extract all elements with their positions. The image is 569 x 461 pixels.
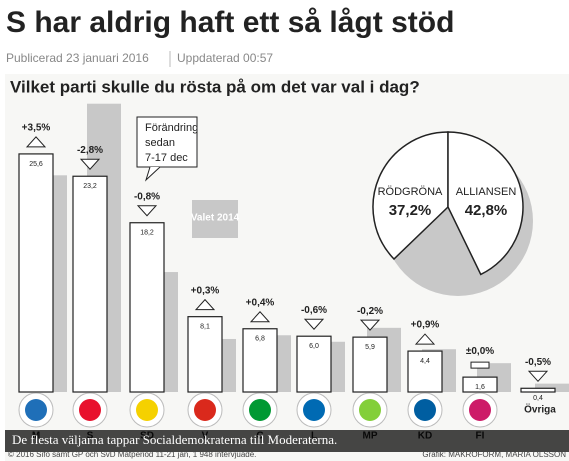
source: © 2016 Sifo samt GP och SvD Mätperiod 11…	[8, 450, 256, 459]
bar	[187, 316, 223, 393]
annotation-box	[136, 116, 198, 168]
change-label: -0,6%	[301, 305, 327, 316]
party-logo-mark	[249, 399, 271, 421]
headline: S har aldrig haft ett så lågt stöd	[6, 6, 454, 39]
bar	[520, 387, 556, 393]
bar	[407, 350, 443, 393]
value-label: 8,1	[200, 324, 210, 331]
bar	[72, 175, 108, 393]
value-label: 0,4	[533, 395, 543, 402]
pie-value: 42,8%	[465, 202, 508, 219]
value-label: 18,2	[140, 230, 154, 237]
legend-label: Valet 2014	[191, 213, 240, 224]
party-logo-mark	[469, 399, 491, 421]
legend-tag	[192, 200, 238, 238]
change-label: +0,3%	[191, 285, 220, 296]
chart-title: Vilket parti skulle du rösta på om det v…	[10, 77, 420, 96]
value-label: 25,6	[29, 161, 43, 168]
updated: Uppdaterad 00:57	[177, 51, 273, 65]
change-label: +0,9%	[411, 320, 440, 331]
bar	[18, 153, 54, 393]
bar	[462, 376, 498, 393]
change-arrow	[136, 205, 158, 217]
change-label: ±0,0%	[466, 346, 494, 357]
change-arrow	[527, 370, 549, 383]
bar	[242, 328, 278, 393]
party-logo-mark	[136, 399, 158, 421]
change-arrow	[359, 319, 381, 331]
bar	[296, 335, 332, 393]
caption: De flesta väljarna tappar Socialdemokrat…	[12, 432, 337, 447]
annotation: Förändring	[145, 122, 198, 134]
pie-value: 37,2%	[389, 202, 432, 219]
change-arrow	[249, 311, 271, 323]
value-label: 5,9	[365, 344, 375, 351]
change-arrow	[470, 361, 490, 369]
pie-label: ALLIANSEN	[456, 186, 517, 198]
party-logo-mark	[79, 399, 101, 421]
pie-label: RÖDGRÖNA	[378, 186, 443, 198]
category-label: Övriga	[524, 403, 556, 416]
change-label: -2,8%	[77, 145, 103, 156]
party-logo-mark	[359, 399, 381, 421]
change-label: -0,5%	[525, 357, 551, 368]
value-label: 1,6	[475, 384, 485, 391]
change-label: +0,4%	[246, 297, 275, 308]
value-label: 6,0	[309, 343, 319, 350]
published: Publicerad 23 januari 2016	[6, 51, 149, 65]
change-arrow	[25, 136, 47, 148]
change-label: -0,2%	[357, 306, 383, 317]
change-arrow	[79, 158, 101, 170]
pie-slice	[372, 131, 449, 261]
party-logo-mark	[414, 399, 436, 421]
change-arrow	[194, 298, 216, 311]
change-arrow	[414, 333, 436, 345]
value-label: 23,2	[83, 183, 97, 190]
bar	[352, 336, 388, 393]
credit: Grafik: MAKROFORM, MARIA OLSSON	[422, 450, 566, 459]
party-logo-mark	[194, 399, 216, 421]
bar	[129, 222, 165, 393]
bars: 25,6+3,5%M23,2-2,8%S18,2-0,8%SD8,1+0,3%V…	[18, 103, 569, 442]
change-label: -0,8%	[134, 191, 160, 202]
annotation: 7-17 dec	[145, 152, 188, 164]
annotation: sedan	[145, 137, 175, 149]
caption-bg	[5, 430, 569, 452]
value-label: 6,8	[255, 336, 265, 343]
value-label: 4,4	[420, 358, 430, 365]
party-logo-mark	[303, 399, 325, 421]
party-logo-mark	[25, 399, 47, 421]
annotation-pointer	[144, 166, 161, 182]
pie: RÖDGRÖNA 37,2% ALLIANSEN 42,8%	[372, 131, 533, 296]
change-label: +3,5%	[22, 123, 51, 134]
pie-slice	[447, 131, 524, 276]
change-arrow	[303, 318, 325, 330]
